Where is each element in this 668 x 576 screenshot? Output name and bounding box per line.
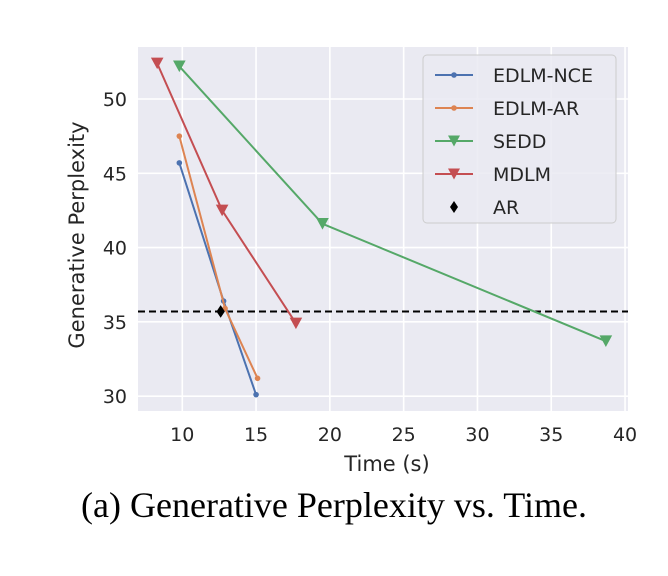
legend-marker-ar (450, 201, 458, 213)
data-point-sedd (316, 218, 329, 230)
data-point-ar (216, 305, 225, 318)
data-point-mdlm (289, 317, 303, 330)
legend-marker-sedd (448, 135, 460, 147)
legend-item-sedd: SEDD (435, 131, 546, 153)
x-tick-label: 30 (465, 424, 489, 446)
legend-label-edlm-ar: EDLM-AR (493, 98, 579, 120)
legend-item-edlm-ar: EDLM-AR (435, 98, 579, 120)
figure-caption: (a) Generative Perplexity vs. Time. (81, 485, 587, 525)
data-point-edlm-ar (176, 133, 183, 139)
x-tick-label: 15 (244, 424, 268, 446)
series-ar (216, 305, 225, 318)
chart-svg: 10 15 20 25 30 35 40 30 35 40 45 50 Time (s) Generati… (65, 47, 637, 476)
data-point-mdlm (150, 57, 164, 70)
data-point-sedd (599, 335, 613, 347)
legend-item-ar: AR (450, 197, 519, 219)
y-axis-label: Generative Perplexity (65, 121, 89, 348)
y-tick-label: 50 (103, 89, 127, 111)
legend-marker-mdlm (448, 168, 460, 180)
legend-label-sedd: SEDD (493, 131, 546, 153)
y-tick-label: 35 (103, 312, 127, 334)
y-tick-label: 45 (103, 163, 127, 185)
legend-marker-edlm-nce (451, 72, 457, 78)
data-point-edlm-nce (176, 160, 183, 166)
series-edlm-ar (176, 133, 261, 382)
series-sedd (173, 60, 613, 347)
x-tick-label: 35 (539, 424, 563, 446)
series-mdlm (150, 57, 303, 330)
chart: 10 15 20 25 30 35 40 30 35 40 45 50 Time (s) Generati… (65, 47, 637, 476)
data-point-edlm-nce (253, 391, 259, 398)
data-point-mdlm (215, 204, 229, 217)
legend: EDLM-NCE EDLM-AR SEDD MDLM AR (422, 54, 617, 224)
x-axis-label: Time (s) (343, 452, 429, 476)
x-tick-label: 25 (392, 424, 416, 446)
x-tick-label: 20 (318, 424, 342, 446)
x-tick-label: 10 (170, 424, 194, 446)
legend-marker-edlm-ar (451, 105, 457, 111)
y-tick-label: 40 (103, 238, 127, 260)
y-tick-label: 30 (103, 386, 127, 408)
x-tick-label: 40 (613, 424, 637, 446)
legend-item-edlm-nce: EDLM-NCE (435, 65, 593, 87)
legend-label-mdlm: MDLM (493, 164, 551, 186)
legend-box (422, 54, 617, 224)
legend-label-ar: AR (493, 197, 519, 219)
legend-item-mdlm: MDLM (435, 164, 551, 186)
data-point-sedd (173, 60, 186, 73)
data-point-edlm-ar (254, 375, 261, 382)
legend-label-edlm-nce: EDLM-NCE (493, 65, 593, 87)
